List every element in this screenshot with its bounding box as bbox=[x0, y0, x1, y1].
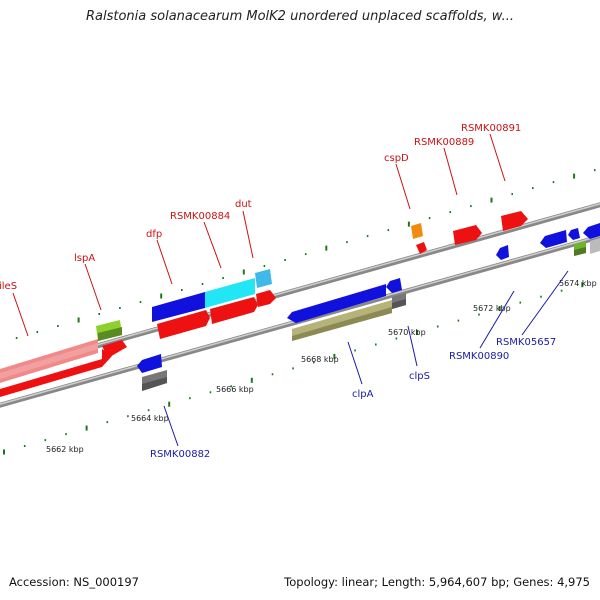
gene-RSMK00891[interactable] bbox=[501, 211, 528, 231]
gene-RSMK00890[interactable] bbox=[496, 245, 509, 260]
gene-dfp[interactable] bbox=[152, 292, 205, 322]
lower-tick-row bbox=[3, 282, 584, 455]
gene-red-long[interactable] bbox=[0, 349, 112, 400]
upper-tick-row bbox=[15, 169, 596, 339]
gene-clpS[interactable] bbox=[386, 278, 406, 309]
kbp-label: 5668 kbp bbox=[301, 355, 339, 364]
reverse-leaders bbox=[163, 270, 569, 447]
label-dut: dut bbox=[235, 199, 252, 210]
gene-clpA[interactable] bbox=[287, 284, 392, 341]
gene-red[interactable] bbox=[256, 290, 276, 307]
gene-lspA[interactable] bbox=[96, 320, 122, 341]
label-RSMK00889: RSMK00889 bbox=[414, 137, 474, 148]
forward-leaders bbox=[12, 133, 506, 337]
label-cspD: cspD bbox=[384, 153, 409, 164]
gene-RSMK05657[interactable] bbox=[540, 223, 600, 256]
label-RSMK05657: RSMK05657 bbox=[496, 337, 556, 348]
kbp-label: 5666 kbp bbox=[216, 385, 254, 394]
label-ileS: ileS bbox=[0, 281, 17, 292]
gene-red[interactable] bbox=[157, 310, 210, 339]
gene-cspD[interactable] bbox=[411, 223, 427, 254]
label-RSMK00882: RSMK00882 bbox=[150, 449, 210, 460]
kbp-label: 5664 kbp bbox=[131, 414, 169, 423]
genome-stats-text: Topology: linear; Length: 5,964,607 bp; … bbox=[284, 575, 590, 589]
label-clpS: clpS bbox=[409, 371, 430, 382]
gene-red[interactable] bbox=[210, 297, 258, 324]
gene-red-small[interactable] bbox=[102, 340, 127, 358]
label-clpA: clpA bbox=[352, 389, 374, 400]
gene-RSMK00889[interactable] bbox=[453, 225, 482, 245]
gene-dut[interactable] bbox=[255, 269, 272, 288]
label-lspA: lspA bbox=[74, 253, 95, 264]
gene-ileS[interactable] bbox=[0, 339, 98, 386]
kbp-label: 5674 kbp bbox=[559, 279, 597, 288]
accession-text: Accession: NS_000197 bbox=[9, 575, 139, 589]
gene-RSMK00882-blue[interactable] bbox=[137, 354, 162, 373]
label-dfp: dfp bbox=[146, 229, 162, 240]
label-RSMK00891: RSMK00891 bbox=[461, 123, 521, 134]
map-title: Ralstonia solanacearum MolK2 unordered u… bbox=[85, 9, 514, 24]
label-RSMK00890: RSMK00890 bbox=[449, 351, 509, 362]
gene-RSMK00884[interactable] bbox=[205, 278, 255, 308]
kbp-label: 5662 kbp bbox=[46, 445, 84, 454]
kbp-label: 5672 kbp bbox=[473, 304, 511, 313]
kbp-label: 5670 kbp bbox=[388, 328, 426, 337]
label-RSMK00884: RSMK00884 bbox=[170, 211, 230, 222]
gene-RSMK00882-gray-shade[interactable] bbox=[142, 377, 167, 391]
